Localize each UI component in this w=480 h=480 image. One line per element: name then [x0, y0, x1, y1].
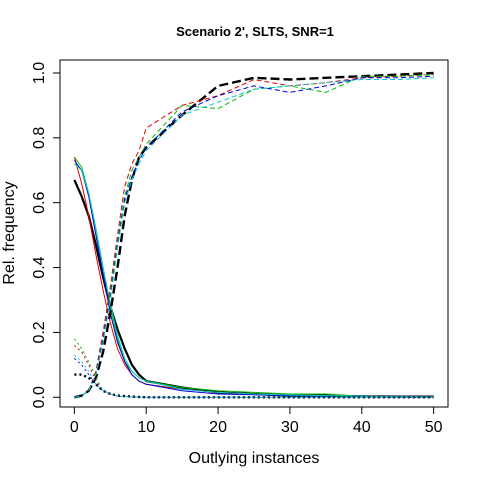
series-line-15	[74, 354, 434, 398]
x-tick-label: 50	[425, 419, 443, 436]
series-line-6	[74, 71, 434, 399]
y-axis-label: Rel. frequency	[1, 181, 18, 284]
y-tick-label: 0.0	[31, 386, 48, 408]
y-tick-label: 0.2	[31, 321, 48, 343]
y-tick-label: 0.8	[31, 127, 48, 149]
series-line-7	[74, 74, 434, 398]
series-line-9	[74, 75, 434, 398]
x-tick-label: 10	[137, 419, 155, 436]
series-line-8	[74, 74, 434, 398]
series-line-13	[73, 338, 434, 398]
series-line-5	[74, 163, 434, 398]
y-tick-label: 0.4	[31, 256, 48, 278]
series-line-10	[74, 77, 434, 398]
y-tick-label: 1.0	[31, 62, 48, 84]
series-line-3	[73, 157, 434, 398]
x-axis-label: Outlying instances	[189, 450, 320, 467]
series-line-2	[73, 157, 434, 398]
series-line-12	[74, 345, 434, 398]
x-axis: 0 10 20 30 40 50	[70, 406, 443, 436]
series-line-14	[74, 358, 434, 398]
y-tick-label: 0.6	[31, 191, 48, 213]
plot-area	[73, 71, 434, 399]
y-axis: 0.0 0.2 0.4 0.6 0.8 1.0	[31, 62, 61, 408]
x-tick-label: 40	[353, 419, 371, 436]
x-tick-label: 0	[70, 419, 79, 436]
x-tick-label: 20	[209, 419, 227, 436]
chart-title: Scenario 2', SLTS, SNR=1	[176, 24, 334, 39]
x-tick-label: 30	[281, 419, 299, 436]
